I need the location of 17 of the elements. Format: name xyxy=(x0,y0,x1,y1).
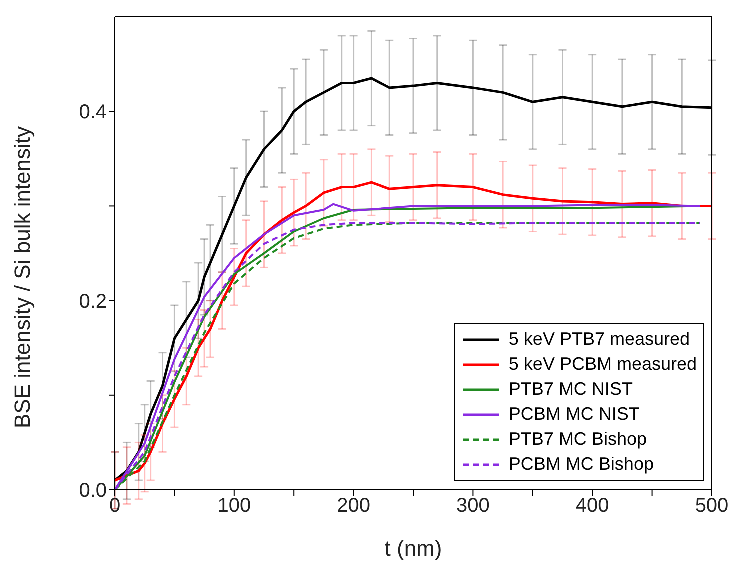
legend-label: PCBM MC NIST xyxy=(508,403,640,426)
x-tick-label: 400 xyxy=(576,495,610,518)
x-tick-label: 100 xyxy=(218,495,252,518)
y-axis-title: BSE intensity / Si bulk intensity xyxy=(10,126,35,428)
y-tick-label: 0.4 xyxy=(79,102,107,124)
legend-label: PTB7 MC Bishop xyxy=(508,428,647,451)
x-tick-label: 300 xyxy=(456,495,490,518)
x-axis-title: t (nm) xyxy=(384,536,442,561)
legend-label: 5 keV PCBM measured xyxy=(508,353,697,376)
legend-label: PCBM MC Bishop xyxy=(508,453,654,476)
x-tick-label: 500 xyxy=(695,495,729,518)
x-tick-label: 0 xyxy=(109,495,121,518)
y-tick-label: 0.2 xyxy=(79,290,107,313)
x-tick-label: 200 xyxy=(337,495,370,518)
y-tick-label: 0.0 xyxy=(79,480,107,502)
legend-label: 5 keV PTB7 measured xyxy=(508,328,690,351)
legend-label: PTB7 MC NIST xyxy=(508,378,633,401)
